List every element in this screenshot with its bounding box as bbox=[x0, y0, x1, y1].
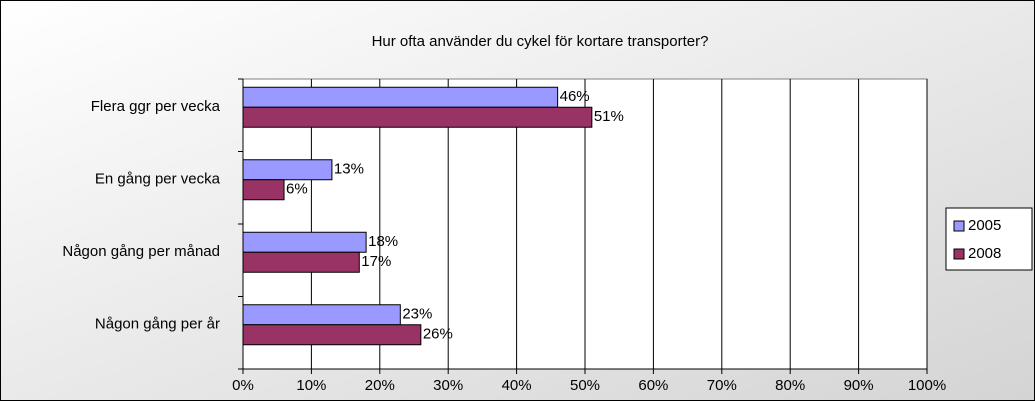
legend-swatch bbox=[953, 248, 965, 260]
chart-title: Hur ofta använder du cykel för kortare t… bbox=[372, 33, 709, 50]
data-label: 23% bbox=[402, 306, 432, 323]
legend-swatch bbox=[953, 220, 965, 232]
y-tick-label: Flera ggr per vecka bbox=[91, 98, 221, 115]
x-tick-label: 10% bbox=[296, 377, 326, 394]
data-label: 51% bbox=[594, 108, 624, 125]
data-label: 13% bbox=[334, 161, 364, 178]
x-tick-label: 30% bbox=[433, 377, 463, 394]
legend-label: 2008 bbox=[968, 245, 1001, 262]
bar bbox=[242, 106, 593, 128]
y-tick-label: Någon gång per månad bbox=[62, 243, 220, 260]
x-tick-label: 70% bbox=[707, 377, 737, 394]
bar bbox=[242, 231, 367, 253]
legend bbox=[945, 207, 1033, 271]
legend-label: 2005 bbox=[968, 217, 1001, 234]
y-tick-label: En gång per vecka bbox=[95, 171, 221, 188]
bar bbox=[242, 304, 401, 326]
data-label: 18% bbox=[368, 233, 398, 250]
bar bbox=[242, 179, 285, 201]
x-tick-label: 0% bbox=[232, 377, 254, 394]
bar bbox=[242, 251, 360, 273]
data-label: 6% bbox=[286, 181, 308, 198]
x-tick-label: 100% bbox=[908, 377, 946, 394]
x-tick-label: 80% bbox=[775, 377, 805, 394]
data-label: 26% bbox=[423, 326, 453, 343]
x-tick-label: 20% bbox=[365, 377, 395, 394]
x-tick-label: 90% bbox=[844, 377, 874, 394]
x-tick-label: 60% bbox=[638, 377, 668, 394]
y-tick-label: Någon gång per år bbox=[95, 316, 220, 333]
bar bbox=[242, 86, 559, 108]
x-tick-label: 40% bbox=[502, 377, 532, 394]
data-label: 46% bbox=[560, 88, 590, 105]
bar bbox=[242, 324, 422, 346]
data-label: 17% bbox=[361, 253, 391, 270]
bar bbox=[242, 159, 333, 181]
x-tick-label: 50% bbox=[570, 377, 600, 394]
